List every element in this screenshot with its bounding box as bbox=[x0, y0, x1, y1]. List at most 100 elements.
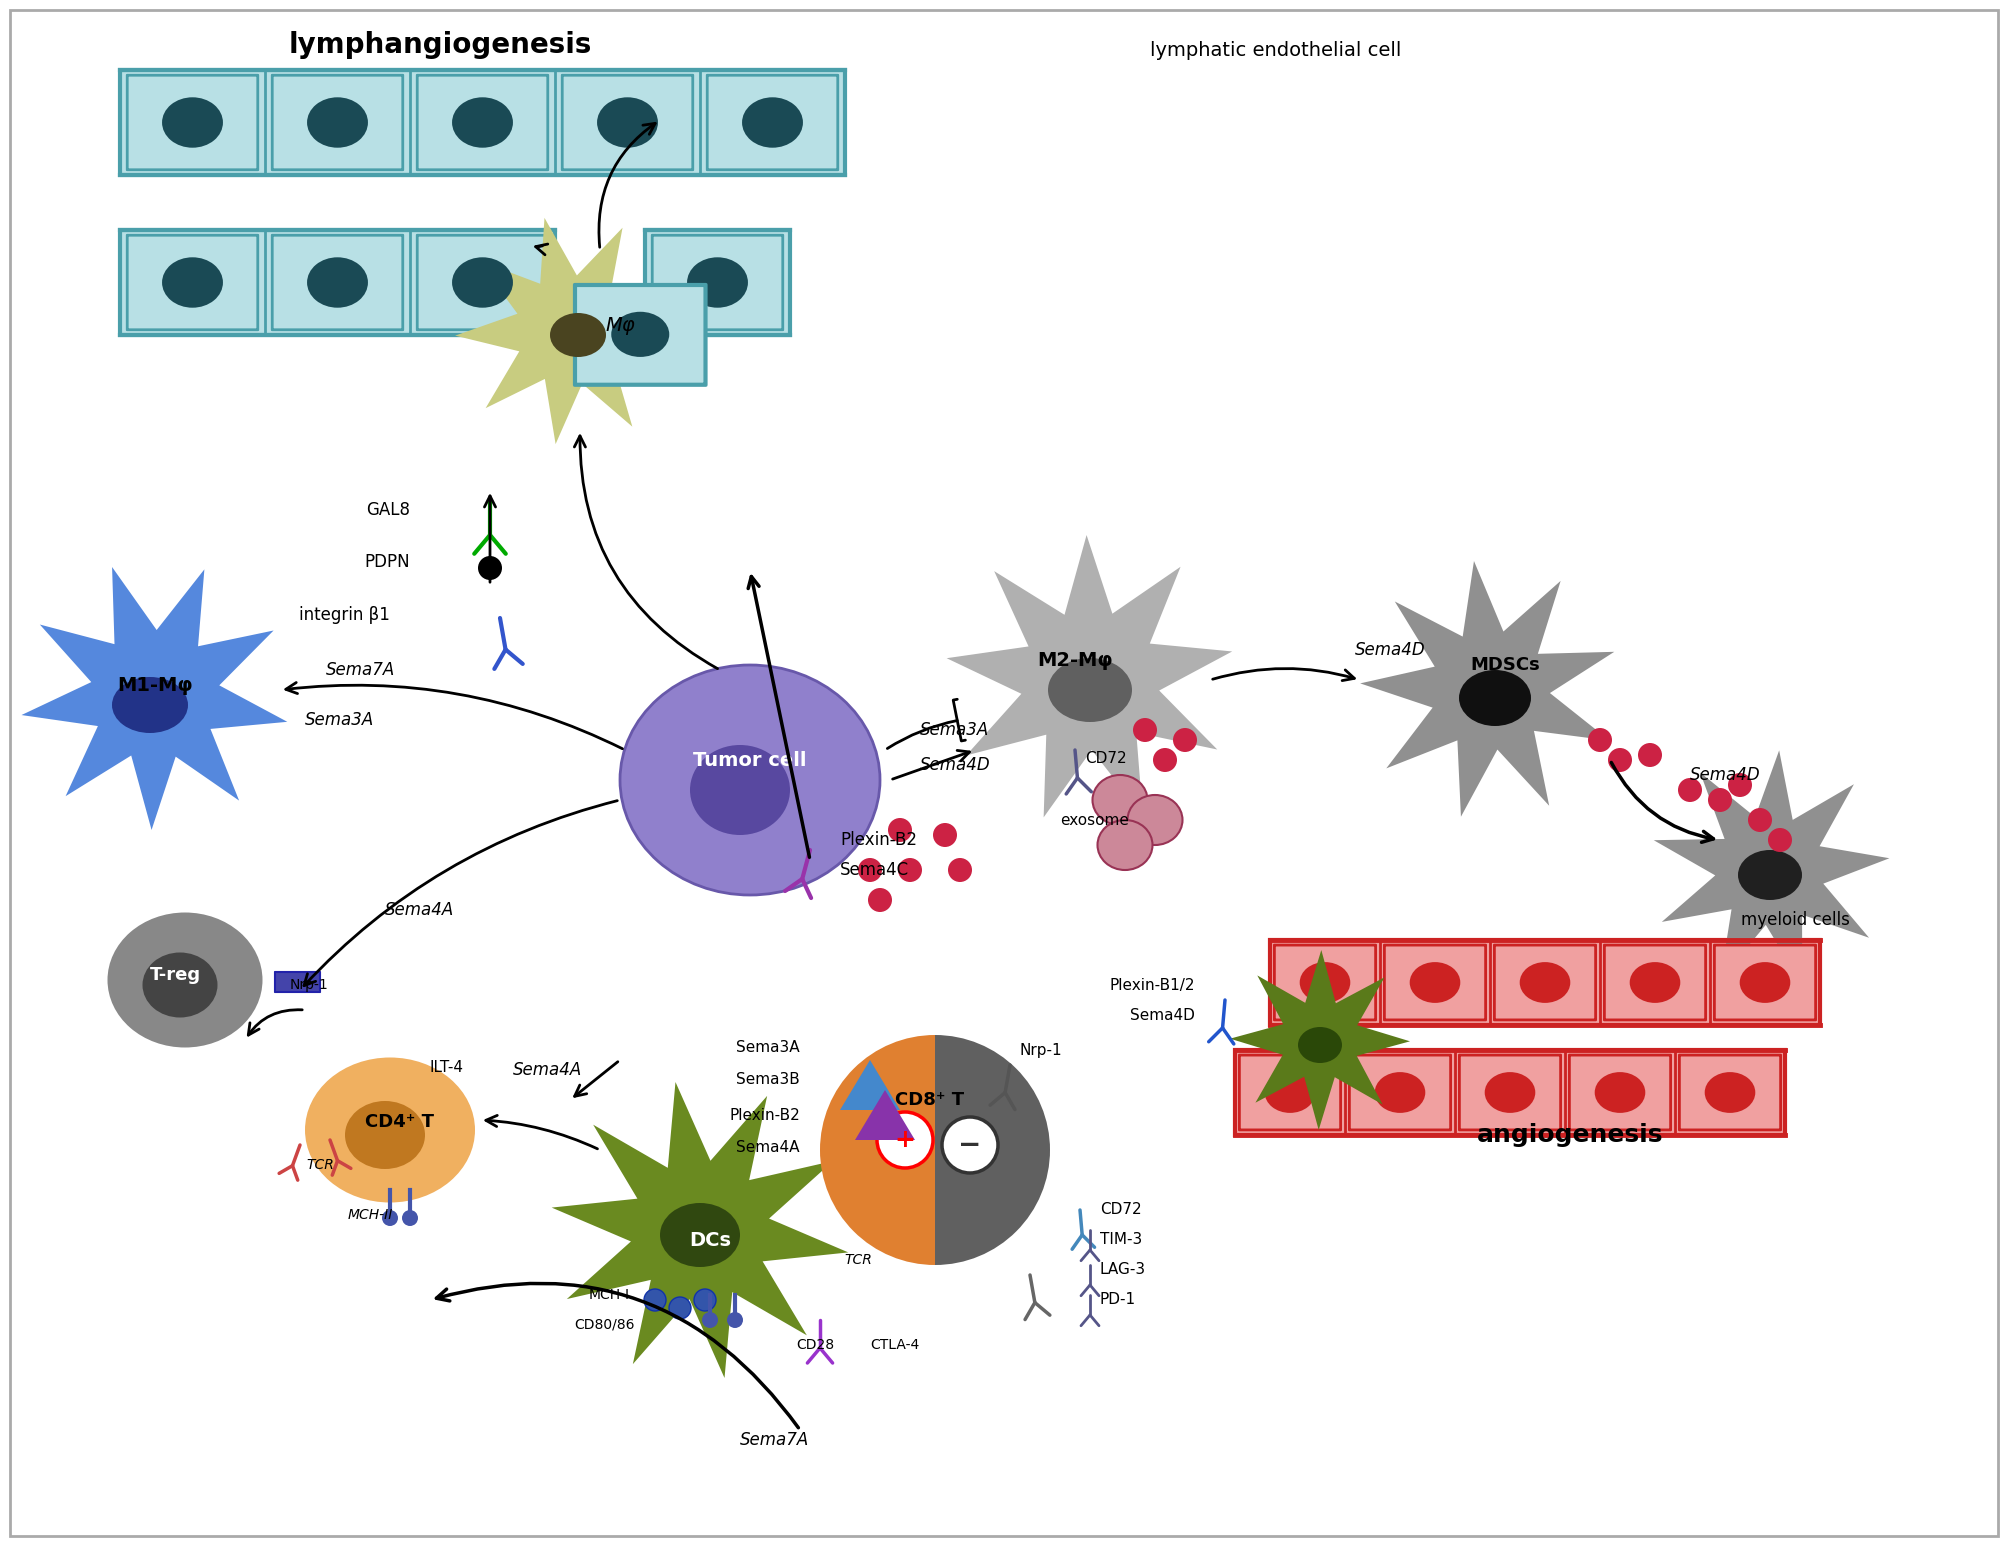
Ellipse shape bbox=[345, 1101, 425, 1169]
FancyBboxPatch shape bbox=[1234, 1050, 1784, 1135]
FancyBboxPatch shape bbox=[273, 76, 403, 170]
Text: CTLA-4: CTLA-4 bbox=[869, 1337, 919, 1353]
Text: DCs: DCs bbox=[688, 1231, 731, 1249]
Circle shape bbox=[1708, 788, 1732, 812]
Circle shape bbox=[1678, 778, 1702, 802]
Text: Mφ: Mφ bbox=[604, 315, 634, 334]
Ellipse shape bbox=[596, 97, 658, 148]
Text: Nrp-1: Nrp-1 bbox=[1020, 1042, 1062, 1057]
Circle shape bbox=[877, 1112, 933, 1167]
Text: MDSCs: MDSCs bbox=[1469, 656, 1539, 674]
Circle shape bbox=[897, 858, 921, 883]
Text: Tumor cell: Tumor cell bbox=[692, 750, 807, 770]
Text: Sema4C: Sema4C bbox=[839, 861, 909, 880]
FancyBboxPatch shape bbox=[120, 70, 845, 175]
FancyBboxPatch shape bbox=[574, 284, 704, 385]
Text: M1-Mφ: M1-Mφ bbox=[116, 676, 193, 694]
Ellipse shape bbox=[142, 952, 217, 1017]
Ellipse shape bbox=[620, 665, 879, 895]
Ellipse shape bbox=[1704, 1071, 1754, 1113]
FancyBboxPatch shape bbox=[126, 76, 257, 170]
Ellipse shape bbox=[1738, 962, 1790, 1003]
Circle shape bbox=[857, 858, 881, 883]
FancyBboxPatch shape bbox=[275, 972, 319, 993]
Ellipse shape bbox=[108, 912, 263, 1048]
FancyBboxPatch shape bbox=[706, 76, 837, 170]
Ellipse shape bbox=[660, 1203, 741, 1268]
Text: lymphatic endothelial cell: lymphatic endothelial cell bbox=[1150, 40, 1401, 59]
Polygon shape bbox=[945, 535, 1232, 818]
Ellipse shape bbox=[1048, 659, 1132, 722]
FancyBboxPatch shape bbox=[644, 230, 789, 335]
Wedge shape bbox=[819, 1034, 935, 1265]
FancyBboxPatch shape bbox=[1604, 945, 1704, 1020]
Polygon shape bbox=[22, 567, 287, 830]
Circle shape bbox=[941, 1118, 997, 1173]
Ellipse shape bbox=[1409, 962, 1459, 1003]
FancyBboxPatch shape bbox=[1678, 1054, 1780, 1130]
FancyBboxPatch shape bbox=[10, 9, 1997, 1537]
Ellipse shape bbox=[1098, 819, 1152, 870]
Text: Sema3B: Sema3B bbox=[737, 1073, 799, 1087]
Text: MCH-II: MCH-II bbox=[347, 1207, 393, 1221]
Text: Sema7A: Sema7A bbox=[741, 1432, 809, 1449]
Text: TCR: TCR bbox=[843, 1252, 871, 1268]
Ellipse shape bbox=[1092, 775, 1146, 826]
FancyBboxPatch shape bbox=[1459, 1054, 1559, 1130]
Circle shape bbox=[933, 822, 957, 847]
Polygon shape bbox=[1359, 561, 1614, 816]
Ellipse shape bbox=[1519, 962, 1569, 1003]
FancyBboxPatch shape bbox=[1349, 1054, 1449, 1130]
FancyBboxPatch shape bbox=[1493, 945, 1596, 1020]
FancyBboxPatch shape bbox=[126, 235, 257, 329]
Text: +: + bbox=[893, 1129, 915, 1152]
Text: CD72: CD72 bbox=[1084, 750, 1126, 765]
FancyBboxPatch shape bbox=[652, 235, 783, 329]
Text: −: − bbox=[957, 1132, 981, 1160]
Text: PD-1: PD-1 bbox=[1100, 1292, 1136, 1308]
Polygon shape bbox=[552, 1082, 847, 1377]
Ellipse shape bbox=[1594, 1071, 1644, 1113]
Circle shape bbox=[947, 858, 971, 883]
Text: MCH-I: MCH-I bbox=[588, 1288, 630, 1302]
Text: Sema4D: Sema4D bbox=[1130, 1008, 1194, 1022]
Circle shape bbox=[702, 1313, 719, 1328]
Ellipse shape bbox=[1483, 1071, 1535, 1113]
FancyBboxPatch shape bbox=[1238, 1054, 1341, 1130]
FancyBboxPatch shape bbox=[120, 230, 554, 335]
Ellipse shape bbox=[1630, 962, 1680, 1003]
FancyBboxPatch shape bbox=[417, 235, 548, 329]
Text: Plexin-B1/2: Plexin-B1/2 bbox=[1110, 977, 1194, 993]
FancyBboxPatch shape bbox=[1569, 1054, 1670, 1130]
Circle shape bbox=[867, 887, 891, 912]
Text: exosome: exosome bbox=[1060, 813, 1128, 827]
Text: Sema4A: Sema4A bbox=[385, 901, 454, 918]
Ellipse shape bbox=[163, 257, 223, 308]
Text: Sema4D: Sema4D bbox=[919, 756, 989, 775]
Ellipse shape bbox=[610, 312, 668, 357]
Text: lymphangiogenesis: lymphangiogenesis bbox=[289, 31, 592, 59]
Circle shape bbox=[381, 1211, 397, 1226]
Circle shape bbox=[1766, 829, 1790, 852]
Ellipse shape bbox=[1375, 1071, 1425, 1113]
Text: CD4⁺ T: CD4⁺ T bbox=[365, 1113, 434, 1132]
Text: CD8⁺ T: CD8⁺ T bbox=[895, 1091, 963, 1108]
Circle shape bbox=[644, 1289, 666, 1311]
Text: Nrp-1: Nrp-1 bbox=[289, 979, 329, 993]
Ellipse shape bbox=[690, 745, 789, 835]
Text: PDPN: PDPN bbox=[363, 553, 409, 570]
Ellipse shape bbox=[550, 312, 606, 357]
Text: GAL8: GAL8 bbox=[365, 501, 409, 519]
Circle shape bbox=[1728, 773, 1752, 798]
FancyBboxPatch shape bbox=[1383, 945, 1485, 1020]
Text: TIM-3: TIM-3 bbox=[1100, 1232, 1142, 1248]
Text: TCR: TCR bbox=[305, 1158, 333, 1172]
Text: LAG-3: LAG-3 bbox=[1100, 1263, 1146, 1277]
Text: CD80/86: CD80/86 bbox=[574, 1319, 634, 1333]
FancyBboxPatch shape bbox=[417, 76, 548, 170]
Circle shape bbox=[1638, 744, 1662, 767]
Wedge shape bbox=[935, 1034, 1050, 1265]
Ellipse shape bbox=[1264, 1071, 1315, 1113]
Ellipse shape bbox=[1459, 669, 1529, 727]
Ellipse shape bbox=[1128, 795, 1182, 846]
